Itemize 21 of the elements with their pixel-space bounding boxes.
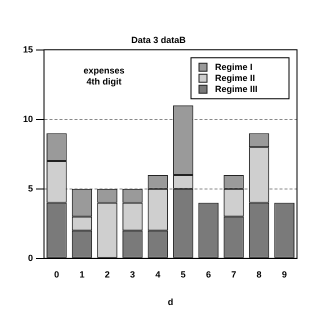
- annotation: expenses: [83, 65, 125, 76]
- x-tick-label: 4: [155, 269, 160, 280]
- x-axis-title: d: [168, 297, 174, 308]
- x-tick-label: 0: [54, 269, 60, 280]
- x-tick-label: 7: [231, 269, 236, 280]
- x-tick-label: 9: [282, 269, 287, 280]
- legend-label: Regime III: [215, 84, 258, 94]
- x-tick-label: 5: [180, 269, 186, 280]
- y-tick-label: 0: [28, 252, 34, 263]
- annotation: 4th digit: [86, 76, 122, 86]
- x-tick-label: 1: [79, 269, 84, 280]
- legend-label: Regime II: [215, 72, 256, 83]
- x-tick-label: 3: [130, 269, 136, 280]
- chart-title: Data 3 dataB: [131, 34, 186, 45]
- x-tick-label: 2: [104, 269, 110, 280]
- y-tick-label: 5: [28, 183, 34, 194]
- y-tick-label: 10: [22, 114, 34, 124]
- y-tick-label: 15: [22, 44, 34, 54]
- x-tick-label: 6: [206, 269, 211, 280]
- legend-label: Regime I: [215, 62, 253, 72]
- x-tick-label: 8: [256, 269, 262, 280]
